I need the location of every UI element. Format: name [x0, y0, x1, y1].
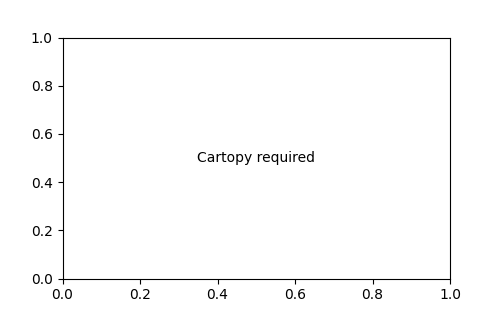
Text: Cartopy required: Cartopy required	[197, 151, 316, 165]
